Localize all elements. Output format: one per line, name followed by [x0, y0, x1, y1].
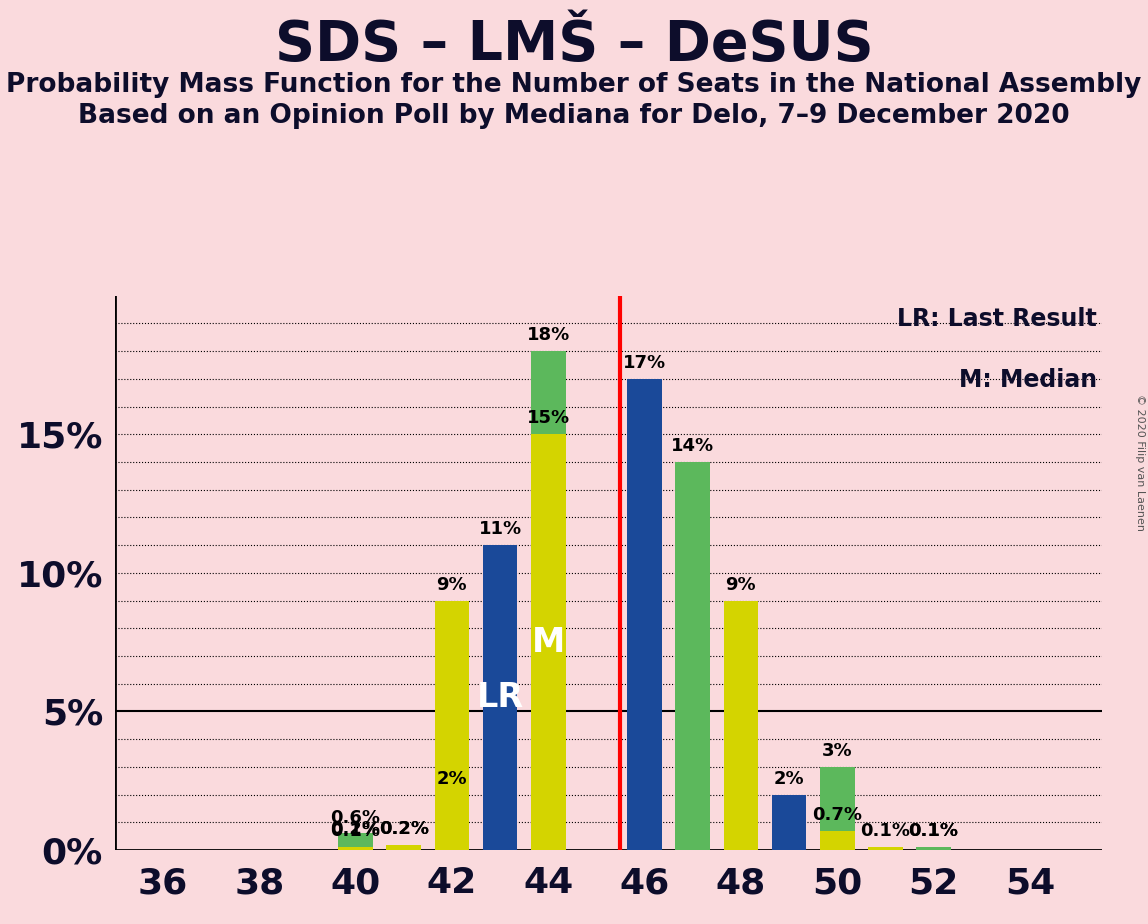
Text: 0.6%: 0.6%: [331, 808, 381, 826]
Bar: [820, 767, 854, 850]
Bar: [530, 351, 566, 850]
Text: 3%: 3%: [822, 742, 853, 760]
Text: 2%: 2%: [774, 770, 805, 787]
Text: 18%: 18%: [527, 326, 569, 345]
Bar: [339, 847, 373, 850]
Text: LR: Last Result: LR: Last Result: [898, 307, 1097, 331]
Text: 0.7%: 0.7%: [812, 806, 862, 824]
Bar: [387, 845, 421, 850]
Text: 0.2%: 0.2%: [331, 820, 381, 837]
Text: 15%: 15%: [527, 409, 569, 427]
Bar: [627, 379, 662, 850]
Text: Based on an Opinion Poll by Mediana for Delo, 7–9 December 2020: Based on an Opinion Poll by Mediana for …: [78, 103, 1070, 129]
Text: 0.1%: 0.1%: [908, 822, 959, 841]
Text: 0.2%: 0.2%: [379, 820, 428, 837]
Bar: [916, 847, 951, 850]
Text: 0.1%: 0.1%: [331, 822, 381, 841]
Bar: [435, 601, 470, 850]
Text: © 2020 Filip van Laenen: © 2020 Filip van Laenen: [1135, 394, 1145, 530]
Text: 11%: 11%: [479, 520, 521, 538]
Text: M: M: [532, 626, 565, 659]
Text: SDS – LMŠ – DeSUS: SDS – LMŠ – DeSUS: [274, 18, 874, 72]
Bar: [723, 601, 758, 850]
Bar: [530, 434, 566, 850]
Text: 14%: 14%: [672, 437, 714, 455]
Text: 0.1%: 0.1%: [860, 822, 910, 841]
Text: LR: LR: [476, 681, 523, 714]
Text: 17%: 17%: [623, 354, 666, 371]
Bar: [820, 831, 854, 850]
Bar: [675, 462, 711, 850]
Bar: [916, 847, 951, 850]
Text: 9%: 9%: [436, 576, 467, 593]
Text: 0.1%: 0.1%: [908, 822, 959, 841]
Bar: [771, 795, 806, 850]
Bar: [868, 847, 902, 850]
Text: 9%: 9%: [726, 576, 757, 593]
Text: Probability Mass Function for the Number of Seats in the National Assembly: Probability Mass Function for the Number…: [6, 72, 1142, 98]
Text: 0.2%: 0.2%: [379, 820, 428, 837]
Bar: [435, 795, 470, 850]
Bar: [387, 845, 421, 850]
Bar: [339, 833, 373, 850]
Bar: [339, 845, 373, 850]
Bar: [483, 545, 518, 850]
Text: M: Median: M: Median: [959, 368, 1097, 392]
Text: 2%: 2%: [436, 770, 467, 787]
